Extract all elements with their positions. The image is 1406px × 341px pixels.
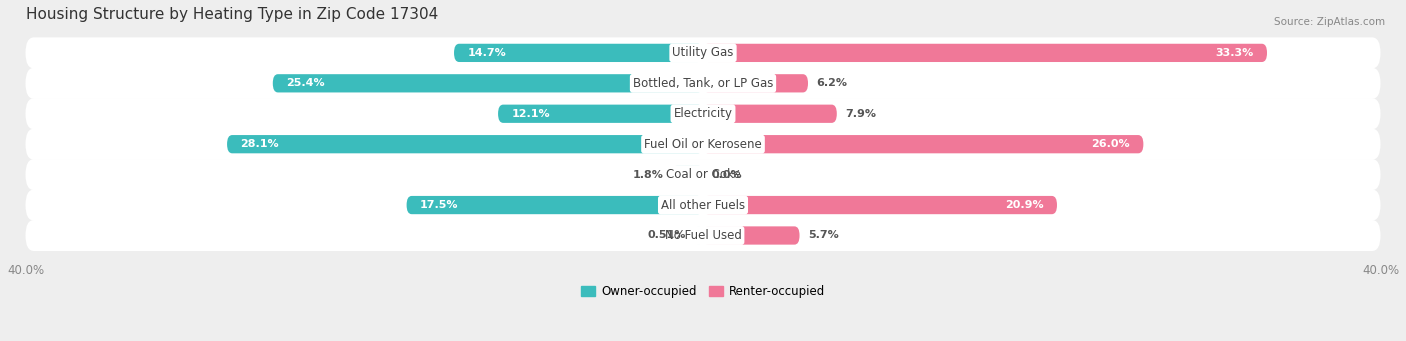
Text: 1.8%: 1.8% — [633, 169, 664, 180]
Text: Housing Structure by Heating Type in Zip Code 17304: Housing Structure by Heating Type in Zip… — [25, 7, 437, 22]
FancyBboxPatch shape — [25, 190, 1381, 221]
FancyBboxPatch shape — [672, 165, 703, 184]
Text: Source: ZipAtlas.com: Source: ZipAtlas.com — [1274, 17, 1385, 27]
FancyBboxPatch shape — [273, 74, 703, 92]
FancyBboxPatch shape — [25, 159, 1381, 190]
Text: 25.4%: 25.4% — [287, 78, 325, 88]
Text: All other Fuels: All other Fuels — [661, 198, 745, 211]
FancyBboxPatch shape — [25, 68, 1381, 99]
Text: Bottled, Tank, or LP Gas: Bottled, Tank, or LP Gas — [633, 77, 773, 90]
FancyBboxPatch shape — [226, 135, 703, 153]
Text: 20.9%: 20.9% — [1005, 200, 1043, 210]
FancyBboxPatch shape — [25, 38, 1381, 69]
FancyBboxPatch shape — [703, 226, 800, 244]
Text: No Fuel Used: No Fuel Used — [665, 229, 741, 242]
Text: 33.3%: 33.3% — [1215, 48, 1254, 58]
FancyBboxPatch shape — [703, 105, 837, 123]
FancyBboxPatch shape — [454, 44, 703, 62]
FancyBboxPatch shape — [25, 98, 1381, 129]
FancyBboxPatch shape — [703, 44, 1267, 62]
Text: 6.2%: 6.2% — [817, 78, 848, 88]
FancyBboxPatch shape — [25, 220, 1381, 251]
FancyBboxPatch shape — [703, 135, 1143, 153]
FancyBboxPatch shape — [406, 196, 703, 214]
Text: 26.0%: 26.0% — [1091, 139, 1130, 149]
Text: 17.5%: 17.5% — [420, 200, 458, 210]
Text: 0.51%: 0.51% — [648, 231, 686, 240]
Text: Electricity: Electricity — [673, 107, 733, 120]
Text: Coal or Coke: Coal or Coke — [665, 168, 741, 181]
FancyBboxPatch shape — [703, 74, 808, 92]
Text: 5.7%: 5.7% — [808, 231, 839, 240]
Legend: Owner-occupied, Renter-occupied: Owner-occupied, Renter-occupied — [576, 280, 830, 303]
Text: 14.7%: 14.7% — [468, 48, 506, 58]
Text: 12.1%: 12.1% — [512, 109, 550, 119]
Text: Utility Gas: Utility Gas — [672, 46, 734, 59]
Text: Fuel Oil or Kerosene: Fuel Oil or Kerosene — [644, 138, 762, 151]
FancyBboxPatch shape — [498, 105, 703, 123]
Text: 7.9%: 7.9% — [845, 109, 876, 119]
FancyBboxPatch shape — [703, 196, 1057, 214]
FancyBboxPatch shape — [695, 226, 703, 244]
Text: 0.0%: 0.0% — [711, 169, 742, 180]
FancyBboxPatch shape — [25, 129, 1381, 160]
Text: 28.1%: 28.1% — [240, 139, 280, 149]
